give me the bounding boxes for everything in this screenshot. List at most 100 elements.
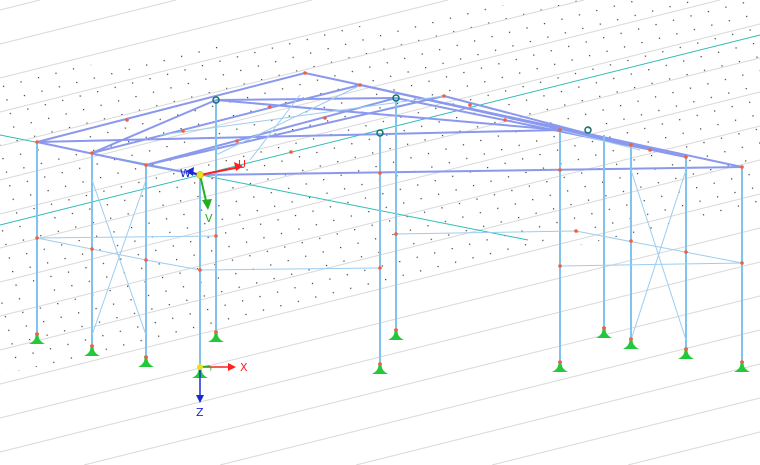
hinge-node[interactable] xyxy=(584,126,592,134)
node[interactable] xyxy=(468,103,472,107)
fixed-support-icon[interactable] xyxy=(29,333,45,344)
bracing[interactable] xyxy=(215,84,362,156)
grid-line xyxy=(0,0,585,147)
global-axes-indicator: X Y Z xyxy=(196,361,248,419)
bracing[interactable] xyxy=(575,230,743,264)
node[interactable] xyxy=(268,105,272,109)
hinge-node[interactable] xyxy=(212,96,220,104)
bracing[interactable] xyxy=(145,259,201,271)
node[interactable] xyxy=(181,129,185,133)
bracing[interactable] xyxy=(559,129,641,151)
node[interactable] xyxy=(558,128,562,132)
node[interactable] xyxy=(378,266,382,270)
node[interactable] xyxy=(503,118,507,122)
bracing[interactable] xyxy=(630,169,687,341)
beam[interactable] xyxy=(199,166,743,176)
support-node xyxy=(629,337,633,341)
node[interactable] xyxy=(214,234,218,238)
beam[interactable] xyxy=(215,97,397,101)
y-axis-label: Y xyxy=(208,366,213,373)
fixed-support-icon[interactable] xyxy=(388,329,404,340)
hinge-node[interactable] xyxy=(392,94,400,102)
node[interactable] xyxy=(323,116,327,120)
node[interactable] xyxy=(35,236,39,240)
support-node xyxy=(90,344,94,348)
fixed-support-icon[interactable] xyxy=(372,363,388,374)
node[interactable] xyxy=(303,71,307,75)
grid-line xyxy=(219,329,760,465)
node[interactable] xyxy=(90,151,94,155)
beam[interactable] xyxy=(215,99,561,131)
node[interactable] xyxy=(394,232,398,236)
beam[interactable] xyxy=(36,72,306,143)
support-node xyxy=(602,326,606,330)
grid-line xyxy=(491,397,760,465)
u-axis-arrow xyxy=(199,166,241,176)
node[interactable] xyxy=(289,150,293,154)
node[interactable] xyxy=(558,264,562,268)
grid-line xyxy=(0,0,449,113)
beam[interactable] xyxy=(145,95,445,166)
node[interactable] xyxy=(198,268,202,272)
node[interactable] xyxy=(574,229,578,233)
grid-line xyxy=(0,23,760,215)
beam[interactable] xyxy=(443,95,632,146)
bracing[interactable] xyxy=(159,95,445,136)
grid-line xyxy=(355,363,760,465)
node[interactable] xyxy=(684,155,688,159)
node[interactable] xyxy=(90,247,94,251)
support-node xyxy=(35,332,39,336)
grid-line xyxy=(83,295,760,465)
fixed-support-icon[interactable] xyxy=(678,348,694,359)
support-node xyxy=(740,360,744,364)
support-node xyxy=(684,347,688,351)
bracing[interactable] xyxy=(199,267,381,271)
node[interactable] xyxy=(740,165,744,169)
node[interactable] xyxy=(558,168,562,172)
bracing[interactable] xyxy=(395,230,577,235)
v-axis-label: V xyxy=(205,212,213,225)
node[interactable] xyxy=(442,94,446,98)
fixed-support-icon[interactable] xyxy=(596,327,612,338)
fixed-support-icon[interactable] xyxy=(208,331,224,342)
x-axis-label: X xyxy=(240,361,248,374)
node[interactable] xyxy=(358,83,362,87)
beam[interactable] xyxy=(91,99,217,154)
node[interactable] xyxy=(629,143,633,147)
fixed-support-icon[interactable] xyxy=(84,345,100,356)
u-axis-label: U xyxy=(238,158,246,171)
node[interactable] xyxy=(740,261,744,265)
structure-members[interactable] xyxy=(36,72,743,372)
fixed-support-icon[interactable] xyxy=(734,361,750,372)
fixed-support-icon[interactable] xyxy=(138,356,154,367)
beam[interactable] xyxy=(91,84,361,154)
structure-nodes[interactable] xyxy=(35,71,744,272)
grid-line xyxy=(627,431,760,465)
grid-line xyxy=(0,0,41,11)
grid-line xyxy=(0,0,721,181)
grid-line xyxy=(0,0,177,45)
node[interactable] xyxy=(144,258,148,262)
beam[interactable] xyxy=(395,97,687,158)
node[interactable] xyxy=(235,139,239,143)
bracing[interactable] xyxy=(559,262,743,267)
fixed-support-icon[interactable] xyxy=(552,361,568,372)
bracing[interactable] xyxy=(36,235,217,239)
node[interactable] xyxy=(35,140,39,144)
w-axis-label: W xyxy=(180,167,191,180)
node[interactable] xyxy=(144,163,148,167)
hinge-node[interactable] xyxy=(376,129,384,137)
node[interactable] xyxy=(125,118,129,122)
node[interactable] xyxy=(378,171,382,175)
support-node xyxy=(214,330,218,334)
node[interactable] xyxy=(684,250,688,254)
nodal-supports[interactable] xyxy=(29,326,750,378)
bracing[interactable] xyxy=(91,179,147,336)
bracing[interactable] xyxy=(249,94,301,161)
fixed-support-icon[interactable] xyxy=(623,338,639,349)
node[interactable] xyxy=(629,239,633,243)
beam[interactable] xyxy=(145,97,397,166)
node[interactable] xyxy=(648,148,652,152)
